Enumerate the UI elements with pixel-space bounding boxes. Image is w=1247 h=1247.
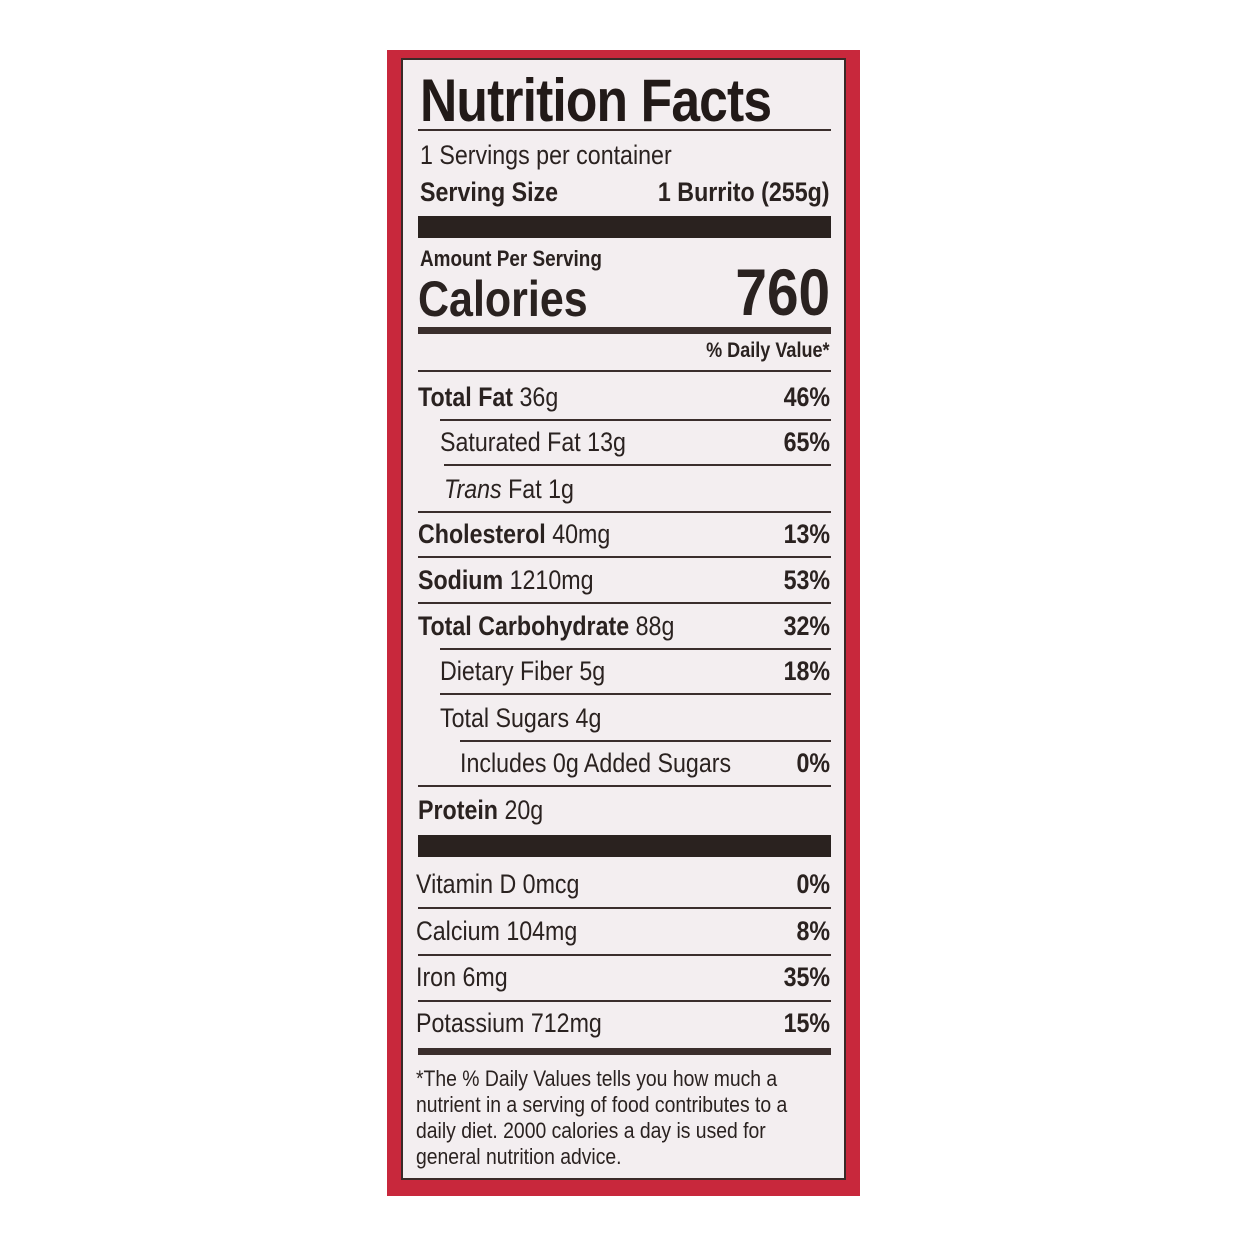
nutrient-row: Saturated Fat 13g: [440, 427, 626, 458]
label-title: Nutrition Facts: [420, 67, 772, 134]
nutrient-name: Total Carbohydrate: [418, 611, 630, 641]
divider: [418, 602, 831, 604]
serving-size-value: 1 Burrito (255g): [658, 177, 830, 207]
divider: [418, 556, 831, 558]
divider: [418, 907, 831, 909]
nutrient-name: Total Fat: [418, 382, 514, 412]
divider: [460, 740, 831, 742]
divider: [418, 785, 831, 787]
nutrient-name: Includes 0g Added Sugars: [460, 748, 732, 778]
vitamin-daily-value: 8%: [796, 916, 830, 946]
vitamin-row: Iron 6mg: [416, 962, 508, 992]
divider: [418, 129, 831, 131]
nutrient-row: Protein 20g: [418, 795, 543, 826]
nutrient-daily-value: 46%: [783, 382, 830, 412]
divider: [418, 954, 831, 956]
divider: [418, 511, 831, 513]
nutrient-amount: 20g: [504, 795, 544, 825]
nutrient-daily-value: 53%: [783, 565, 830, 595]
thick-divider: [418, 835, 831, 857]
calories-label: Calories: [418, 271, 588, 327]
nutrient-row: Dietary Fiber 5g: [440, 656, 605, 687]
nutrient-row: Total Carbohydrate 88g: [418, 611, 674, 642]
servings-per-container: 1 Servings per container: [420, 140, 672, 170]
nutrient-row: Includes 0g Added Sugars: [460, 748, 731, 779]
nutrient-name: Total Sugars: [440, 703, 570, 733]
calories-value: 760: [735, 255, 830, 329]
divider: [418, 370, 831, 372]
nutrient-daily-value: 65%: [783, 427, 830, 457]
medium-divider: [418, 327, 831, 334]
divider: [444, 464, 831, 466]
nutrient-name: Dietary Fiber: [440, 656, 573, 686]
nutrient-amount: 4g: [575, 703, 602, 733]
nutrient-amount: 36g: [519, 382, 559, 412]
nutrient-row: Sodium 1210mg: [418, 565, 594, 596]
divider: [418, 1000, 831, 1002]
daily-value-header: % Daily Value*: [706, 339, 830, 362]
nutrient-name: Sodium: [418, 565, 504, 595]
vitamin-row: Vitamin D 0mcg: [416, 869, 580, 899]
nutrient-amount: 88g: [635, 611, 675, 641]
nutrient-amount: 13g: [587, 427, 626, 457]
divider: [440, 693, 831, 695]
nutrient-daily-value: 0%: [796, 748, 830, 778]
nutrient-daily-value: 18%: [783, 656, 830, 686]
footnote: *The % Daily Values tells you how much a…: [416, 1066, 788, 1169]
divider: [440, 648, 831, 650]
vitamin-daily-value: 15%: [783, 1008, 830, 1038]
nutrient-name: Protein: [418, 795, 498, 825]
vitamin-row: Potassium 712mg: [416, 1008, 602, 1038]
nutrient-row: Trans Fat 1g: [444, 474, 574, 505]
amount-per-serving: Amount Per Serving: [420, 246, 602, 271]
nutrient-daily-value: 32%: [783, 611, 830, 641]
vitamin-daily-value: 35%: [783, 962, 830, 992]
nutrient-row: Total Fat 36g: [418, 382, 558, 413]
vitamin-daily-value: 0%: [796, 869, 830, 899]
nutrient-name: Saturated Fat: [440, 427, 581, 457]
divider: [440, 419, 831, 421]
nutrient-row: Total Sugars 4g: [440, 703, 601, 734]
nutrient-row: Cholesterol 40mg: [418, 519, 610, 550]
serving-size-label: Serving Size: [420, 177, 559, 207]
nutrient-amount: 5g: [579, 656, 606, 686]
vitamin-row: Calcium 104mg: [416, 916, 578, 946]
nutrient-name: Trans: [444, 474, 502, 504]
nutrient-name: Cholesterol: [418, 519, 546, 549]
medium-divider: [418, 1048, 831, 1055]
nutrient-amount: 40mg: [552, 519, 611, 549]
nutrient-amount: 1210mg: [509, 565, 594, 595]
nutrition-label-panel: [401, 58, 846, 1180]
thick-divider: [418, 216, 831, 238]
nutrient-name-suffix: Fat: [508, 474, 542, 504]
nutrient-daily-value: 13%: [783, 519, 830, 549]
nutrient-amount: 1g: [548, 474, 574, 504]
